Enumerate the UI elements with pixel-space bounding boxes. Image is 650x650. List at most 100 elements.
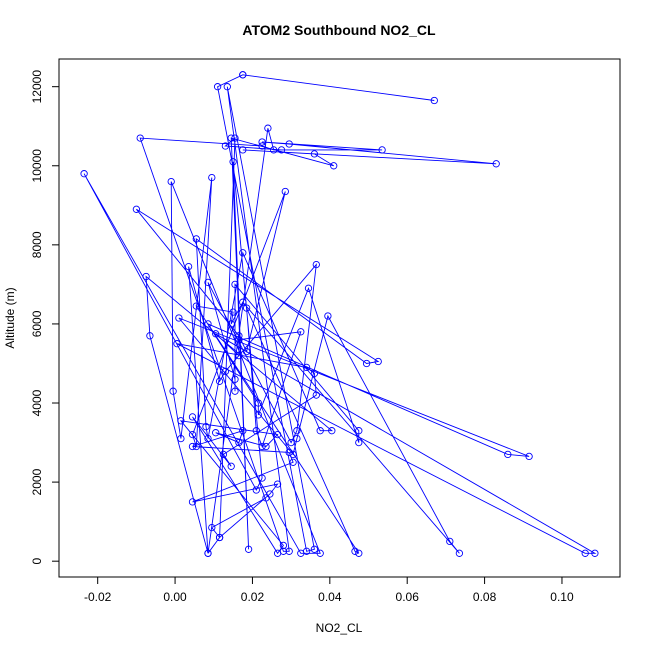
data-point xyxy=(136,134,144,142)
data-point xyxy=(262,442,270,451)
x-tick-label: 0.02 xyxy=(241,590,265,604)
data-point xyxy=(167,177,175,186)
series-line xyxy=(83,74,597,555)
data-point xyxy=(192,302,200,310)
data-point xyxy=(258,142,266,150)
data-point xyxy=(169,387,177,395)
data-point xyxy=(208,523,216,532)
data-point xyxy=(204,320,212,328)
data-point xyxy=(273,430,282,439)
data-point xyxy=(208,173,216,182)
data-point xyxy=(293,434,301,443)
data-point xyxy=(270,146,278,154)
data-point xyxy=(351,547,359,555)
data-point xyxy=(229,308,237,316)
data-point xyxy=(204,549,212,557)
data-point xyxy=(362,359,371,368)
data-point xyxy=(177,417,185,425)
data-point xyxy=(258,474,266,482)
data-point xyxy=(287,438,295,447)
data-point xyxy=(312,391,320,399)
data-point xyxy=(142,272,150,281)
data-point xyxy=(146,332,154,340)
data-point xyxy=(215,377,224,385)
data-point xyxy=(188,498,197,506)
data-point xyxy=(192,235,200,243)
data-point xyxy=(430,96,438,105)
data-point xyxy=(212,330,220,338)
data-point xyxy=(455,549,464,557)
data-point xyxy=(330,162,338,170)
data-point xyxy=(264,124,272,132)
data-point xyxy=(175,314,183,322)
data-point xyxy=(310,369,319,378)
data-point xyxy=(374,357,382,366)
data-point xyxy=(219,450,228,459)
data-point xyxy=(254,399,262,407)
y-tick-label: 10000 xyxy=(30,149,44,183)
data-point xyxy=(242,347,251,356)
data-point xyxy=(204,278,212,287)
x-tick-label: 0.04 xyxy=(318,590,342,604)
data-point xyxy=(252,427,260,435)
data-point xyxy=(231,387,239,395)
data-point xyxy=(188,430,197,439)
data-point xyxy=(223,83,231,91)
data-point xyxy=(492,160,500,168)
data-point xyxy=(262,494,270,502)
data-point xyxy=(446,537,454,546)
data-point xyxy=(355,438,363,447)
x-axis-label: NO2_CL xyxy=(316,621,363,635)
y-tick-label: 6000 xyxy=(30,310,44,337)
data-point xyxy=(355,549,363,557)
series-layer xyxy=(80,71,599,557)
x-axis: -0.02 0.00 0.02 0.04 0.06 0.08 0.10 xyxy=(84,576,574,604)
data-point xyxy=(192,442,200,451)
data-point xyxy=(328,427,336,435)
x-tick-label: 0.06 xyxy=(396,590,420,604)
data-point xyxy=(304,284,313,292)
data-point xyxy=(239,249,247,257)
data-point xyxy=(273,480,282,488)
data-point xyxy=(235,351,243,360)
data-point xyxy=(188,413,197,421)
data-point xyxy=(221,367,230,376)
data-point xyxy=(355,427,363,435)
data-point xyxy=(273,549,282,557)
y-tick-label: 0 xyxy=(30,558,44,565)
data-point xyxy=(310,150,319,158)
data-point xyxy=(316,427,324,435)
data-point xyxy=(591,549,599,557)
y-axis-label: Altitude (m) xyxy=(3,287,17,348)
data-point xyxy=(235,332,243,340)
data-point xyxy=(231,375,239,383)
data-point xyxy=(289,458,297,466)
x-tick-label: 0.08 xyxy=(473,590,497,604)
data-point xyxy=(258,442,266,451)
data-point xyxy=(297,328,305,336)
data-point xyxy=(235,438,243,447)
data-point xyxy=(285,448,293,457)
data-point xyxy=(316,549,324,557)
data-point xyxy=(204,434,212,443)
data-point xyxy=(239,298,247,306)
data-point xyxy=(212,429,220,437)
data-point xyxy=(258,138,266,146)
y-axis: 0 2000 4000 6000 8000 10000 12000 xyxy=(30,70,60,565)
data-point xyxy=(221,142,230,150)
data-point xyxy=(293,427,301,435)
x-tick-label: -0.02 xyxy=(84,590,112,604)
data-point xyxy=(277,146,286,154)
data-point xyxy=(202,423,210,431)
data-point xyxy=(252,486,260,494)
data-point xyxy=(312,260,320,269)
data-point xyxy=(297,549,305,557)
y-tick-label: 12000 xyxy=(30,70,44,104)
data-point xyxy=(525,452,533,461)
data-point xyxy=(177,434,185,443)
x-tick-label: 0.10 xyxy=(550,590,574,604)
data-point xyxy=(213,83,222,91)
data-point xyxy=(231,134,239,142)
data-point xyxy=(281,187,289,196)
